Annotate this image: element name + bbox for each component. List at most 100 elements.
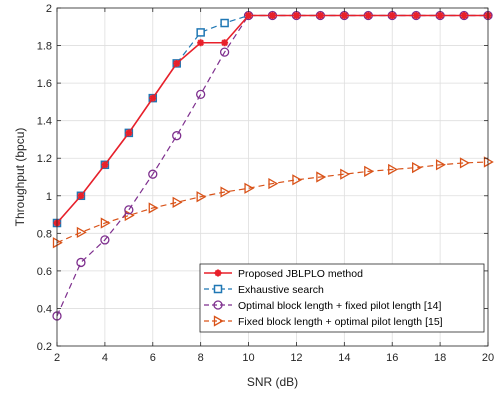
x-tick-label: 6: [150, 352, 156, 364]
x-tick-label: 16: [386, 352, 398, 364]
asterisk-marker: [388, 12, 396, 20]
series-0: [53, 12, 492, 227]
asterisk-marker: [269, 12, 276, 20]
x-axis-title: SNR (dB): [247, 375, 298, 389]
asterisk-marker: [245, 12, 253, 20]
x-tick-label: 20: [482, 352, 494, 364]
y-tick-label: 0.6: [37, 266, 52, 278]
y-tick-label: 1: [46, 191, 52, 203]
series-3: [52, 156, 494, 249]
triangle-marker: [76, 226, 87, 239]
y-tick-label: 2: [46, 3, 52, 15]
circle-marker: [172, 131, 182, 141]
asterisk-core: [222, 40, 227, 45]
triangle-marker: [364, 165, 375, 177]
asterisk-core: [461, 13, 467, 18]
plot-frame: [56, 7, 489, 347]
asterisk-marker: [364, 12, 372, 20]
square-marker: [196, 28, 205, 37]
y-tick-label: 1.8: [37, 41, 52, 53]
asterisk-marker: [149, 94, 157, 102]
x-tick-label: 4: [102, 352, 108, 364]
triangle-marker: [148, 202, 159, 214]
ticks: 2 4 6 8 10 12 14 16 18 20 0.2 0.4 0.6 0.8 1 1.2 1.4 1.6 1.…: [37, 3, 494, 364]
triangle-marker: [459, 157, 470, 169]
x-tick-label: 8: [198, 352, 204, 364]
asterisk-core: [437, 13, 443, 18]
asterisk-marker: [412, 12, 420, 20]
legend-label: Optimal block length + fixed pilot lengt…: [238, 300, 441, 312]
asterisk-core: [246, 13, 251, 18]
circle-marker: [148, 169, 158, 179]
asterisk-marker: [221, 39, 229, 47]
triangle-marker: [213, 315, 224, 327]
triangle-marker: [388, 163, 399, 176]
asterisk-marker: [197, 39, 205, 47]
asterisk-core: [413, 13, 419, 18]
y-tick-label: 0.2: [37, 341, 52, 353]
triangle-marker: [292, 174, 303, 186]
triangle-marker: [100, 217, 111, 229]
x-tick-label: 12: [290, 352, 302, 364]
asterisk-marker: [340, 12, 348, 20]
x-tick-label: 14: [338, 352, 350, 364]
triangle-marker: [196, 191, 207, 203]
asterisk-core: [270, 13, 275, 18]
legend-box: [199, 263, 485, 333]
triangle-marker: [435, 159, 446, 171]
y-tick-label: 0.4: [37, 303, 52, 315]
triangle-marker: [483, 156, 494, 168]
legend-label: Exhaustive search: [238, 284, 324, 296]
asterisk-marker: [214, 269, 222, 277]
square-marker: [220, 18, 229, 28]
circle-marker: [124, 205, 134, 215]
asterisk-core: [318, 13, 323, 18]
circle-marker: [196, 89, 206, 100]
asterisk-core: [78, 193, 84, 198]
y-tick-label: 1.4: [37, 116, 52, 128]
triangle-marker: [268, 177, 279, 190]
legend-label: Fixed block length + optimal pilot lengt…: [238, 316, 443, 328]
legend-label: Proposed JBLPLO method: [238, 268, 363, 280]
asterisk-marker: [173, 59, 181, 67]
triangle-marker: [220, 186, 231, 198]
y-axis-title: Throughput (bpcu): [13, 128, 27, 227]
triangle-marker: [316, 171, 327, 183]
asterisk-marker: [77, 192, 85, 200]
asterisk-core: [390, 13, 395, 18]
asterisk-core: [198, 40, 203, 45]
x-tick-label: 18: [434, 352, 446, 364]
asterisk-marker: [101, 161, 109, 169]
square-marker: [213, 284, 223, 294]
asterisk-core: [174, 61, 179, 66]
asterisk-marker: [316, 12, 324, 20]
y-tick-label: 1.6: [37, 78, 52, 90]
series-layer: [52, 10, 494, 321]
asterisk-core: [102, 162, 108, 167]
circle-marker: [219, 47, 230, 57]
asterisk-marker: [125, 129, 133, 137]
series-line: [56, 161, 489, 244]
asterisk-marker: [460, 12, 468, 20]
asterisk-marker: [436, 12, 444, 20]
circle-marker: [213, 300, 223, 310]
triangle-marker: [52, 237, 63, 249]
circle-marker: [100, 235, 110, 245]
triangle-marker: [340, 168, 351, 180]
y-tick-label: 0.8: [37, 228, 52, 240]
triangle-marker: [412, 161, 422, 174]
x-tick-label: 2: [54, 352, 60, 364]
legend: Proposed JBLPLO method Exhaustive search O…: [199, 263, 485, 333]
triangle-marker: [172, 196, 183, 208]
circle-marker: [76, 257, 86, 268]
x-tick-label: 10: [242, 352, 254, 364]
y-tick-label: 1.2: [37, 153, 52, 165]
asterisk-core: [342, 13, 347, 18]
asterisk-core: [150, 95, 155, 101]
asterisk-core: [126, 130, 132, 136]
asterisk-core: [215, 270, 221, 276]
asterisk-marker: [292, 12, 300, 20]
triangle-marker: [244, 182, 255, 194]
asterisk-core: [366, 13, 371, 18]
